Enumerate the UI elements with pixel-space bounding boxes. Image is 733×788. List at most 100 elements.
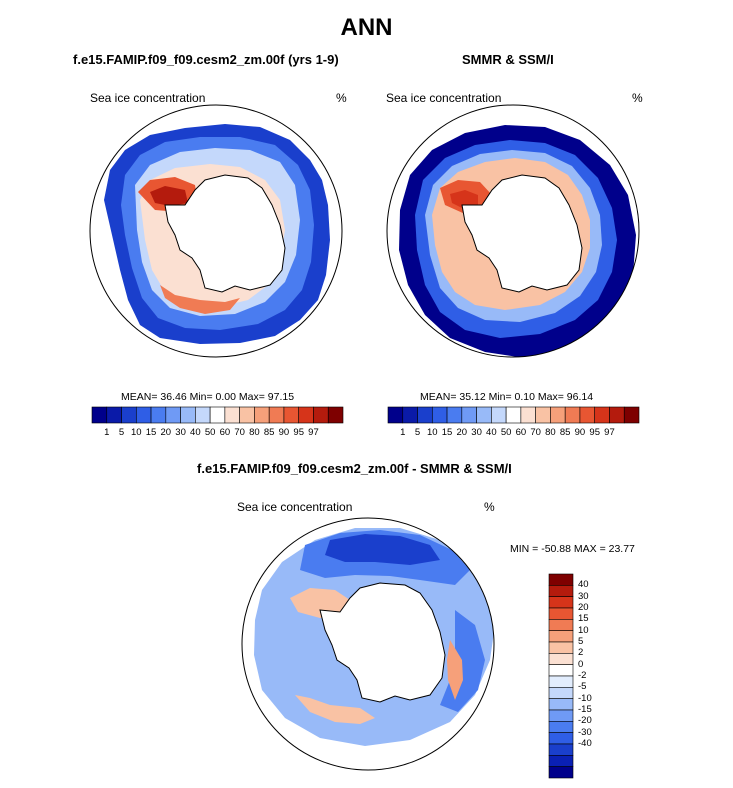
colorbar-tick-label: 15: [145, 427, 157, 438]
model-weddell-high: [138, 177, 198, 212]
colorbar-swatch: [239, 406, 255, 424]
colorbar-swatch: [548, 596, 574, 609]
colorbar-swatch: [461, 406, 477, 424]
diff-var-label: Sea ice concentration: [237, 500, 353, 514]
model-units: %: [336, 91, 347, 105]
diff-pos-ross: [295, 695, 375, 724]
colorbar-swatch: [417, 406, 433, 424]
obs-weddell-high: [440, 180, 492, 214]
model-continent: [164, 174, 286, 293]
colorbar-swatch: [298, 406, 314, 424]
colorbar-swatch: [254, 406, 270, 424]
colorbar-swatch: [623, 406, 640, 424]
colorbar-swatch: [150, 406, 167, 424]
colorbar-swatch: [505, 406, 522, 424]
colorbar-swatch: [550, 406, 566, 424]
diff-neg-outer: [254, 528, 494, 746]
colorbar-tick-label: 95: [293, 427, 304, 438]
model-panel-title: f.e15.FAMIP.f09_f09.cesm2_zm.00f (yrs 1-…: [73, 52, 339, 67]
colorbar-tick-label: -15: [578, 704, 592, 715]
colorbar-tick-label: 10: [130, 427, 142, 438]
colorbar-tick-label: 15: [578, 613, 589, 625]
colorbar-swatch: [548, 721, 574, 733]
colorbar-swatch: [135, 406, 152, 424]
colorbar-tick-label: 1: [400, 427, 406, 438]
colorbar-tick-label: 5: [578, 636, 584, 647]
colorbar-tick-label: 60: [219, 427, 231, 438]
colorbar-tick-label: 85: [263, 427, 275, 438]
colorbar-tick-label: 50: [500, 427, 512, 438]
colorbar-swatch: [283, 406, 300, 424]
diff-pos-weddell: [290, 588, 350, 618]
colorbar-tick-label: -40: [578, 738, 592, 749]
colorbar-tick-label: 30: [175, 427, 186, 438]
obs-ice-mid: [415, 140, 617, 338]
colorbar-swatch: [548, 619, 574, 631]
colorbar-tick-label: 85: [559, 427, 571, 438]
colorbar-tick-label: 1: [104, 427, 110, 438]
colorbar-tick-label: 15: [441, 427, 453, 438]
model-ice-light: [135, 148, 300, 316]
diff-neg-east: [440, 610, 485, 712]
colorbar-tick-label: 95: [589, 427, 600, 438]
colorbar-tick-label: -10: [578, 692, 592, 704]
model-stats: MEAN= 36.46 Min= 0.00 Max= 97.15: [121, 391, 295, 403]
colorbar-swatch: [548, 664, 574, 677]
colorbar-tick-label: 40: [190, 427, 201, 438]
colorbar-tick-label: 70: [530, 427, 541, 438]
model-ice-mid: [121, 137, 314, 330]
colorbar-swatch: [431, 406, 448, 424]
model-colorbar: [91, 406, 344, 424]
colorbar-swatch: [548, 743, 574, 756]
colorbar-swatch: [548, 653, 574, 665]
obs-stats: MEAN= 35.12 Min= 0.10 Max= 96.14: [420, 391, 594, 403]
colorbar-tick-label: 30: [471, 427, 482, 438]
diff-stats: MIN = -50.88 MAX = 23.77: [510, 543, 635, 555]
obs-ice-pale: [432, 158, 590, 310]
colorbar-swatch: [548, 766, 574, 779]
colorbar-tick-label: 90: [574, 427, 586, 438]
colorbar-swatch: [548, 755, 574, 767]
colorbar-swatch: [564, 406, 581, 424]
colorbar-tick-label: -5: [578, 681, 587, 693]
colorbar-swatch: [180, 406, 196, 424]
colorbar-tick-label: 60: [515, 427, 527, 438]
colorbar-swatch: [387, 406, 404, 424]
diff-pos-east: [447, 640, 463, 700]
obs-units: %: [632, 91, 643, 105]
colorbar-swatch: [165, 406, 181, 424]
obs-ice-light: [425, 150, 602, 322]
colorbar-tick-label: -2: [578, 670, 587, 681]
colorbar-swatch: [594, 406, 610, 424]
colorbar-swatch: [121, 406, 137, 424]
colorbar-tick-label: 30: [578, 590, 589, 602]
colorbar-swatch: [209, 406, 226, 424]
colorbar-tick-label: 10: [578, 624, 589, 636]
colorbar-swatch: [520, 406, 536, 424]
colorbar-tick-label: 5: [414, 427, 421, 438]
colorbar-tick-label: 97: [604, 427, 615, 438]
colorbar-swatch: [548, 675, 574, 688]
colorbar-swatch: [91, 406, 108, 424]
colorbar-swatch: [491, 406, 507, 424]
colorbar-tick-label: 70: [234, 427, 245, 438]
diff-neg-strong: [325, 534, 440, 565]
colorbar-tick-label: 20: [160, 427, 172, 438]
colorbar-tick-label: 0: [578, 658, 584, 670]
colorbar-swatch: [548, 687, 574, 699]
diff-continent: [319, 582, 446, 703]
colorbar-tick-label: 97: [308, 427, 319, 438]
colorbar-tick-label: 40: [578, 579, 589, 591]
colorbar-swatch: [535, 406, 551, 424]
colorbar-tick-label: -30: [578, 726, 592, 738]
colorbar-tick-label: 80: [249, 427, 260, 438]
colorbar-swatch: [446, 406, 463, 424]
colorbar-swatch: [579, 406, 596, 424]
colorbar-swatch: [548, 585, 574, 597]
obs-panel-title: SMMR & SSM/I: [462, 52, 554, 67]
colorbar-tick-label: 80: [545, 427, 556, 438]
diff-colorbar: [548, 573, 574, 779]
colorbar-tick-label: -20: [578, 715, 592, 727]
colorbar-swatch: [402, 406, 418, 424]
